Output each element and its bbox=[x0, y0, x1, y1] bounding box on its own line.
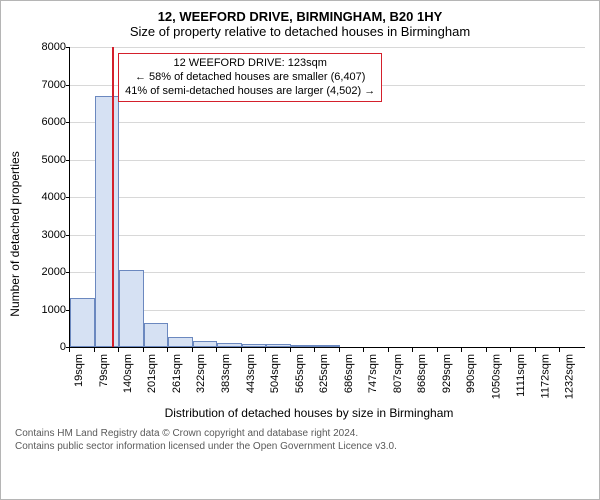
x-tick-mark bbox=[437, 348, 438, 352]
x-tick-label: 201sqm bbox=[147, 354, 159, 393]
histogram-bar bbox=[168, 337, 193, 348]
x-tick-mark bbox=[535, 348, 536, 352]
y-tick-label: 8000 bbox=[30, 41, 66, 53]
x-tick-label: 140sqm bbox=[122, 354, 134, 393]
figure-footer: Contains HM Land Registry data © Crown c… bbox=[15, 428, 585, 453]
gridline bbox=[70, 197, 585, 198]
annotation-line3: 41% of semi-detached houses are larger (… bbox=[125, 85, 375, 99]
x-tick-mark bbox=[559, 348, 560, 352]
x-tick-mark bbox=[461, 348, 462, 352]
x-tick-label: 443sqm bbox=[245, 354, 257, 393]
histogram-bar bbox=[315, 345, 340, 347]
x-tick-mark bbox=[265, 348, 266, 352]
y-tick-label: 1000 bbox=[30, 304, 66, 316]
x-tick-mark bbox=[290, 348, 291, 352]
x-tick-mark bbox=[388, 348, 389, 352]
y-tick-label: 7000 bbox=[30, 79, 66, 91]
y-tick-label: 6000 bbox=[30, 116, 66, 128]
x-tick-label: 625sqm bbox=[318, 354, 330, 393]
plot-area: 010002000300040005000600070008000 12 WEE… bbox=[69, 47, 585, 348]
x-tick-mark bbox=[69, 348, 70, 352]
property-marker-line bbox=[112, 47, 114, 347]
histogram-bar bbox=[119, 270, 144, 347]
y-tick-label: 4000 bbox=[30, 191, 66, 203]
y-tick-mark bbox=[66, 85, 70, 86]
histogram-bar bbox=[95, 96, 120, 347]
x-tick-label: 1050sqm bbox=[490, 354, 502, 399]
annotation-box: 12 WEEFORD DRIVE: 123sqm ← 58% of detach… bbox=[118, 53, 382, 102]
histogram-bar bbox=[217, 343, 242, 348]
annotation-line1: 12 WEEFORD DRIVE: 123sqm bbox=[125, 57, 375, 71]
y-tick-label: 2000 bbox=[30, 266, 66, 278]
y-tick-label: 5000 bbox=[30, 154, 66, 166]
x-tick-mark bbox=[241, 348, 242, 352]
x-tick-label: 1172sqm bbox=[539, 354, 551, 398]
x-tick-label: 383sqm bbox=[220, 354, 232, 393]
x-tick-mark bbox=[216, 348, 217, 352]
x-tick-label: 990sqm bbox=[465, 354, 477, 393]
x-tick-mark bbox=[167, 348, 168, 352]
footer-line1: Contains HM Land Registry data © Crown c… bbox=[15, 428, 585, 441]
y-tick-mark bbox=[66, 272, 70, 273]
y-tick-mark bbox=[66, 47, 70, 48]
y-tick-mark bbox=[66, 197, 70, 198]
x-tick-mark bbox=[192, 348, 193, 352]
gridline bbox=[70, 310, 585, 311]
histogram-bar bbox=[70, 298, 95, 347]
x-tick-label: 686sqm bbox=[343, 354, 355, 393]
gridline bbox=[70, 122, 585, 123]
gridline bbox=[70, 47, 585, 48]
x-tick-label: 504sqm bbox=[269, 354, 281, 393]
x-tick-label: 79sqm bbox=[98, 354, 110, 387]
x-tick-label: 929sqm bbox=[441, 354, 453, 393]
histogram-bar bbox=[291, 345, 316, 347]
x-tick-mark bbox=[412, 348, 413, 352]
x-tick-mark bbox=[94, 348, 95, 352]
figure-container: 12, WEEFORD DRIVE, BIRMINGHAM, B20 1HY S… bbox=[0, 0, 600, 500]
x-tick-label: 565sqm bbox=[294, 354, 306, 393]
x-tick-label: 807sqm bbox=[392, 354, 404, 393]
gridline bbox=[70, 272, 585, 273]
histogram-bar bbox=[144, 323, 169, 347]
x-tick-mark bbox=[486, 348, 487, 352]
x-tick-label: 868sqm bbox=[416, 354, 428, 393]
x-tick-label: 19sqm bbox=[73, 354, 85, 387]
x-axis-label: Distribution of detached houses by size … bbox=[33, 406, 585, 420]
y-tick-mark bbox=[66, 160, 70, 161]
x-tick-label: 322sqm bbox=[196, 354, 208, 393]
gridline bbox=[70, 160, 585, 161]
x-tick-label: 1232sqm bbox=[563, 354, 575, 399]
y-axis-label: Number of detached properties bbox=[8, 151, 22, 316]
figure-title-line2: Size of property relative to detached ho… bbox=[15, 24, 585, 39]
x-ticks-zone: 19sqm 79sqm 140sqm 201sqm 261sqm 322sqm 383sqm… bbox=[69, 348, 585, 406]
x-tick-mark bbox=[314, 348, 315, 352]
x-tick-mark bbox=[363, 348, 364, 352]
x-tick-mark bbox=[339, 348, 340, 352]
x-tick-mark bbox=[143, 348, 144, 352]
y-tick-mark bbox=[66, 235, 70, 236]
figure-title-line1: 12, WEEFORD DRIVE, BIRMINGHAM, B20 1HY bbox=[15, 9, 585, 24]
footer-line2: Contains public sector information licen… bbox=[15, 441, 585, 454]
x-tick-label: 747sqm bbox=[367, 354, 379, 393]
histogram-bar bbox=[242, 344, 267, 347]
gridline bbox=[70, 235, 585, 236]
x-tick-mark bbox=[118, 348, 119, 352]
y-tick-label: 0 bbox=[30, 341, 66, 353]
histogram-bar bbox=[193, 341, 218, 347]
y-tick-mark bbox=[66, 122, 70, 123]
x-tick-label: 261sqm bbox=[171, 354, 183, 393]
y-tick-label: 3000 bbox=[30, 229, 66, 241]
histogram-bar bbox=[266, 344, 291, 347]
annotation-line2: ← 58% of detached houses are smaller (6,… bbox=[125, 71, 375, 85]
x-tick-label: 1111sqm bbox=[514, 354, 526, 397]
x-tick-mark bbox=[510, 348, 511, 352]
